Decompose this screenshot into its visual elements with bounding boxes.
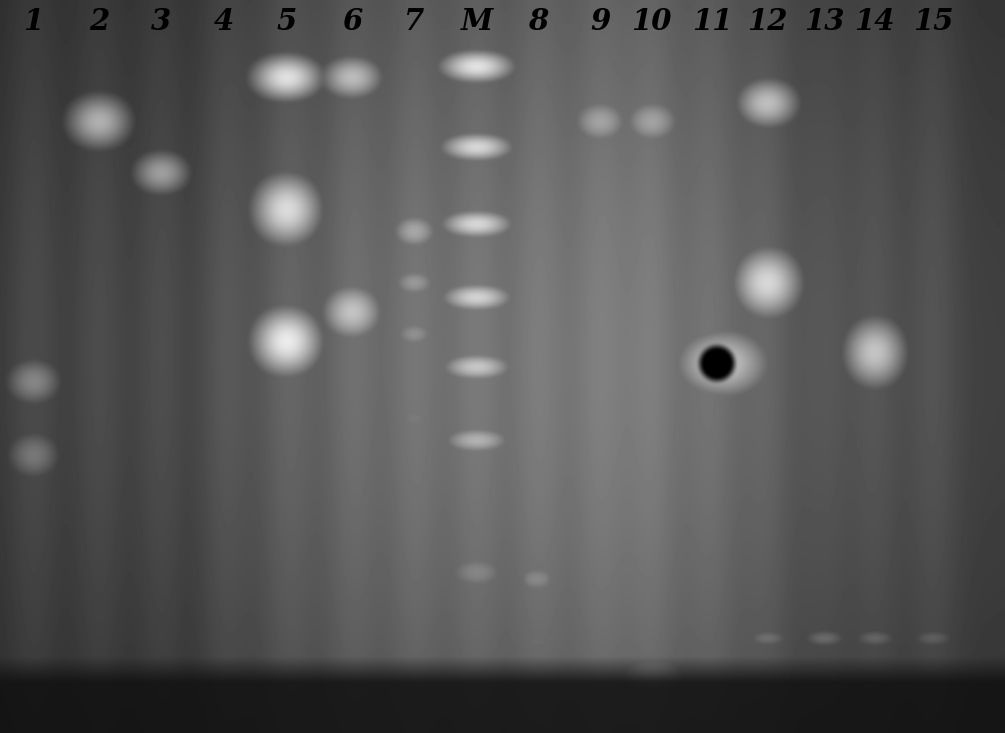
Text: 3: 3 [151,7,172,35]
Text: 1: 1 [23,7,44,35]
Text: 8: 8 [528,7,549,35]
Text: 4: 4 [213,7,234,35]
Text: 10: 10 [631,7,672,35]
Text: 13: 13 [804,7,845,35]
Text: 14: 14 [854,7,895,35]
Text: 2: 2 [88,7,110,35]
Text: 6: 6 [342,7,363,35]
Text: 5: 5 [276,7,297,35]
Text: 7: 7 [404,7,425,35]
Text: 9: 9 [590,7,611,35]
Text: 12: 12 [747,7,788,35]
Text: 11: 11 [691,7,733,35]
Text: M: M [460,7,493,35]
Text: 15: 15 [913,7,954,35]
